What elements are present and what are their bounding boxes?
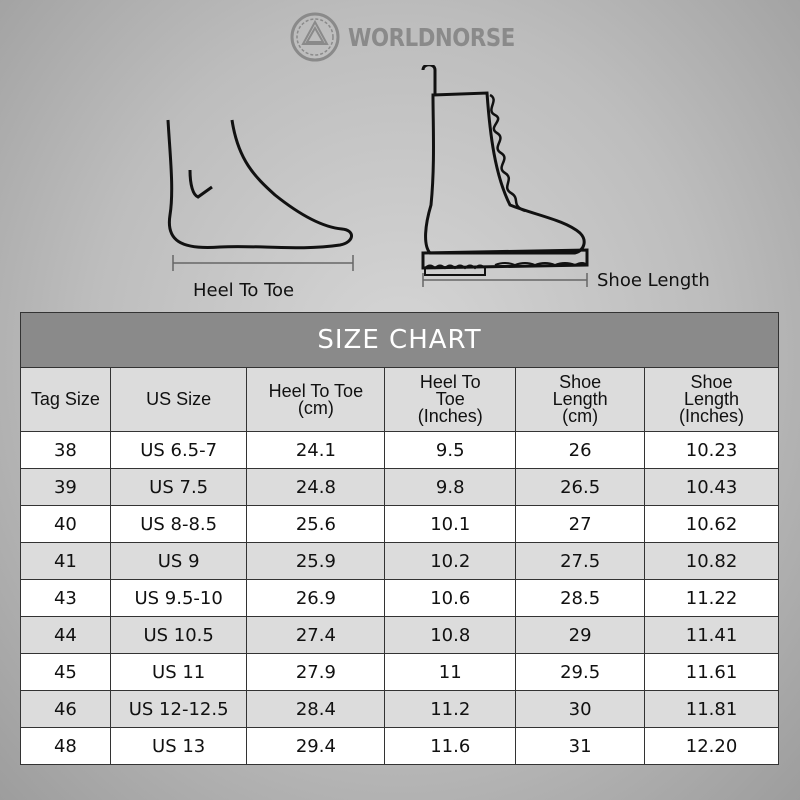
column-header: Heel To Toe (cm) — [246, 367, 386, 432]
table-cell: 27 — [515, 505, 646, 543]
table-cell: 10.2 — [384, 542, 517, 580]
size-chart-title: SIZE CHART — [20, 312, 779, 368]
table-cell: 39 — [20, 468, 111, 506]
table-cell: 45 — [20, 653, 111, 691]
table-cell: 25.9 — [246, 542, 386, 580]
table-cell: 27.4 — [246, 616, 386, 654]
table-cell: 11.6 — [384, 727, 517, 765]
table-row: 48 US 13 29.4 11.6 31 12.20 — [20, 727, 779, 765]
table-cell: 24.1 — [246, 431, 386, 469]
table-cell: 29 — [515, 616, 646, 654]
table-row: 44 US 10.5 27.4 10.8 29 11.41 — [20, 616, 779, 654]
table-cell: 28.4 — [246, 690, 386, 728]
table-cell: 31 — [515, 727, 646, 765]
table-cell: 11.41 — [644, 616, 779, 654]
table-cell: 10.8 — [384, 616, 517, 654]
table-cell: 9.8 — [384, 468, 517, 506]
valknut-logo-icon — [290, 12, 340, 62]
table-cell: 11.2 — [384, 690, 517, 728]
table-cell: 10.82 — [644, 542, 779, 580]
column-header: US Size — [109, 367, 248, 432]
table-cell: 43 — [20, 579, 111, 617]
table-cell: US 6.5-7 — [109, 431, 248, 469]
table-row: 40 US 8-8.5 25.6 10.1 27 10.62 — [20, 505, 779, 543]
table-cell: US 9.5-10 — [109, 579, 248, 617]
table-cell: US 7.5 — [109, 468, 248, 506]
shoe-length-caption: Shoe Length — [597, 270, 710, 291]
table-cell: 30 — [515, 690, 646, 728]
table-cell: 26.9 — [246, 579, 386, 617]
table-cell: US 11 — [109, 653, 248, 691]
table-row: 43 US 9.5-10 26.9 10.6 28.5 11.22 — [20, 579, 779, 617]
table-cell: 41 — [20, 542, 111, 580]
table-cell: 29.5 — [515, 653, 646, 691]
brand-logo: WORLDNORSE — [290, 12, 544, 62]
table-cell: 10.23 — [644, 431, 779, 469]
column-header: Tag Size — [20, 367, 111, 432]
table-cell: 40 — [20, 505, 111, 543]
table-cell: 26 — [515, 431, 646, 469]
table-row: 39 US 7.5 24.8 9.8 26.5 10.43 — [20, 468, 779, 506]
table-cell: 27.9 — [246, 653, 386, 691]
table-cell: US 13 — [109, 727, 248, 765]
table-row: 46 US 12-12.5 28.4 11.2 30 11.81 — [20, 690, 779, 728]
column-header: Shoe Length (cm) — [515, 367, 646, 432]
table-cell: 38 — [20, 431, 111, 469]
table-cell: 44 — [20, 616, 111, 654]
table-cell: 11.81 — [644, 690, 779, 728]
table-cell: 11.22 — [644, 579, 779, 617]
table-cell: 11 — [384, 653, 517, 691]
table-cell: 24.8 — [246, 468, 386, 506]
table-cell: 28.5 — [515, 579, 646, 617]
table-cell: 10.1 — [384, 505, 517, 543]
table-cell: 10.6 — [384, 579, 517, 617]
table-row: 45 US 11 27.9 11 29.5 11.61 — [20, 653, 779, 691]
table-cell: 48 — [20, 727, 111, 765]
table-cell: US 12-12.5 — [109, 690, 248, 728]
table-cell: 12.20 — [644, 727, 779, 765]
table-cell: 26.5 — [515, 468, 646, 506]
table-cell: US 9 — [109, 542, 248, 580]
table-cell: 11.61 — [644, 653, 779, 691]
table-cell: 29.4 — [246, 727, 386, 765]
column-header: Heel To Toe (Inches) — [384, 367, 517, 432]
table-cell: US 8-8.5 — [109, 505, 248, 543]
heel-to-toe-caption: Heel To Toe — [193, 280, 295, 301]
table-cell: 27.5 — [515, 542, 646, 580]
size-chart-table: SIZE CHART Tag Size US Size Heel To Toe (c… — [20, 312, 779, 765]
table-cell: 9.5 — [384, 431, 517, 469]
table-row: 38 US 6.5-7 24.1 9.5 26 10.23 — [20, 431, 779, 469]
foot-illustration — [166, 119, 354, 271]
table-cell: 46 — [20, 690, 111, 728]
table-cell: 10.62 — [644, 505, 779, 543]
boot-illustration — [421, 65, 589, 287]
table-cell: 25.6 — [246, 505, 386, 543]
brand-name: WORLDNORSE — [348, 22, 515, 52]
table-cell: 10.43 — [644, 468, 779, 506]
column-header: Shoe Length (Inches) — [644, 367, 779, 432]
table-row: 41 US 9 25.9 10.2 27.5 10.82 — [20, 542, 779, 580]
table-cell: US 10.5 — [109, 616, 248, 654]
